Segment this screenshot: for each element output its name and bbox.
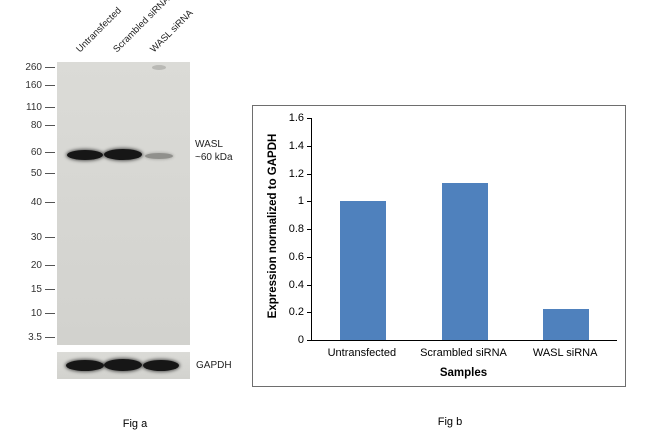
mw-marker: 110 (13, 100, 55, 114)
mw-label: 260 (25, 61, 42, 73)
mw-marker: 60 (13, 145, 55, 159)
mw-label: 60 (30, 146, 42, 158)
mw-tick-icon (45, 288, 55, 290)
y-tick-label: 0.2 (288, 306, 304, 319)
mw-label: 10 (30, 307, 42, 319)
mw-marker: 3.5 (13, 330, 55, 344)
mw-tick-icon (45, 84, 55, 86)
x-category-label: WASL siRNA (532, 347, 598, 359)
mw-label: 20 (30, 259, 42, 271)
mw-marker: 15 (13, 282, 55, 296)
mw-marker: 30 (13, 230, 55, 244)
wasl-blot (57, 62, 190, 345)
y-tick-icon (307, 173, 312, 175)
y-tick-label: 0.8 (288, 223, 304, 235)
mw-marker: 20 (13, 258, 55, 272)
x-category-label: Scrambled siRNA (420, 347, 507, 359)
y-tick-icon (307, 118, 312, 119)
y-tick-icon (307, 145, 312, 147)
x-axis-labels: Untransfected Scrambled siRNA WASL siRNA (311, 347, 616, 359)
mw-label: 110 (26, 101, 42, 113)
loading-control-label: GAPDH (196, 360, 232, 371)
mw-label: 3.5 (28, 331, 42, 343)
gapdh-blot (57, 352, 190, 379)
mw-marker: 160 (13, 78, 55, 92)
y-tick-icon (307, 340, 312, 341)
y-tick-icon (307, 229, 312, 230)
protein-band (104, 359, 142, 371)
mw-label: 30 (30, 231, 42, 243)
artifact-speck (152, 65, 166, 70)
mw-tick-icon (45, 201, 55, 203)
y-tick-label: 1.4 (288, 139, 304, 152)
bar-scrambled-sirna (441, 183, 488, 340)
fig-b-caption: Fig b (437, 416, 463, 428)
target-protein-label: WASL (195, 139, 223, 150)
bar-wasl-sirna (543, 309, 590, 340)
y-tick-label: 1.2 (288, 167, 304, 180)
protein-band (67, 150, 103, 160)
target-mw-label: ~60 kDa (195, 152, 233, 163)
fig-a-caption: Fig a (122, 418, 148, 430)
mw-tick-icon (45, 236, 55, 238)
mw-marker: 260 (13, 60, 55, 74)
x-category-label: Untransfected (327, 347, 397, 359)
mw-marker: 50 (13, 166, 55, 180)
y-tick-icon (307, 256, 312, 258)
mw-tick-icon (45, 151, 55, 153)
bar-untransfected (339, 201, 386, 340)
mw-label: 40 (30, 196, 42, 208)
mw-tick-icon (45, 124, 55, 126)
y-tick-icon (307, 284, 312, 286)
y-tick-label: 1.6 (288, 112, 304, 124)
y-tick-icon (307, 201, 312, 203)
plot-area: 0 0.2 0.4 0.6 0.8 1 1.2 1.4 1.6 (289, 112, 617, 346)
mw-tick-icon (45, 172, 55, 174)
mw-tick-icon (45, 66, 55, 68)
y-tick-icon (307, 312, 312, 314)
y-tick-label: 0 (297, 334, 304, 346)
y-tick-label: 0.6 (288, 250, 304, 263)
mw-marker: 80 (13, 118, 55, 132)
mw-tick-icon (45, 312, 55, 314)
y-tick-label: 0.4 (288, 278, 304, 291)
mw-label: 160 (25, 79, 42, 91)
bar-chart: Expression normalized to GAPDH 0 0.2 0.4 0.… (252, 105, 626, 387)
protein-band (104, 149, 142, 160)
mw-tick-icon (45, 264, 55, 266)
mw-label: 50 (30, 167, 42, 179)
protein-band (145, 153, 173, 159)
mw-label: 80 (30, 119, 42, 131)
x-axis-title: Samples (439, 367, 488, 379)
mw-label: 15 (30, 283, 42, 295)
y-tick-label: 1 (297, 195, 304, 208)
protein-band (66, 360, 104, 371)
protein-band (143, 360, 179, 371)
mw-marker: 10 (13, 306, 55, 320)
mw-marker: 40 (13, 195, 55, 209)
mw-tick-icon (45, 336, 55, 338)
mw-tick-icon (45, 106, 55, 108)
